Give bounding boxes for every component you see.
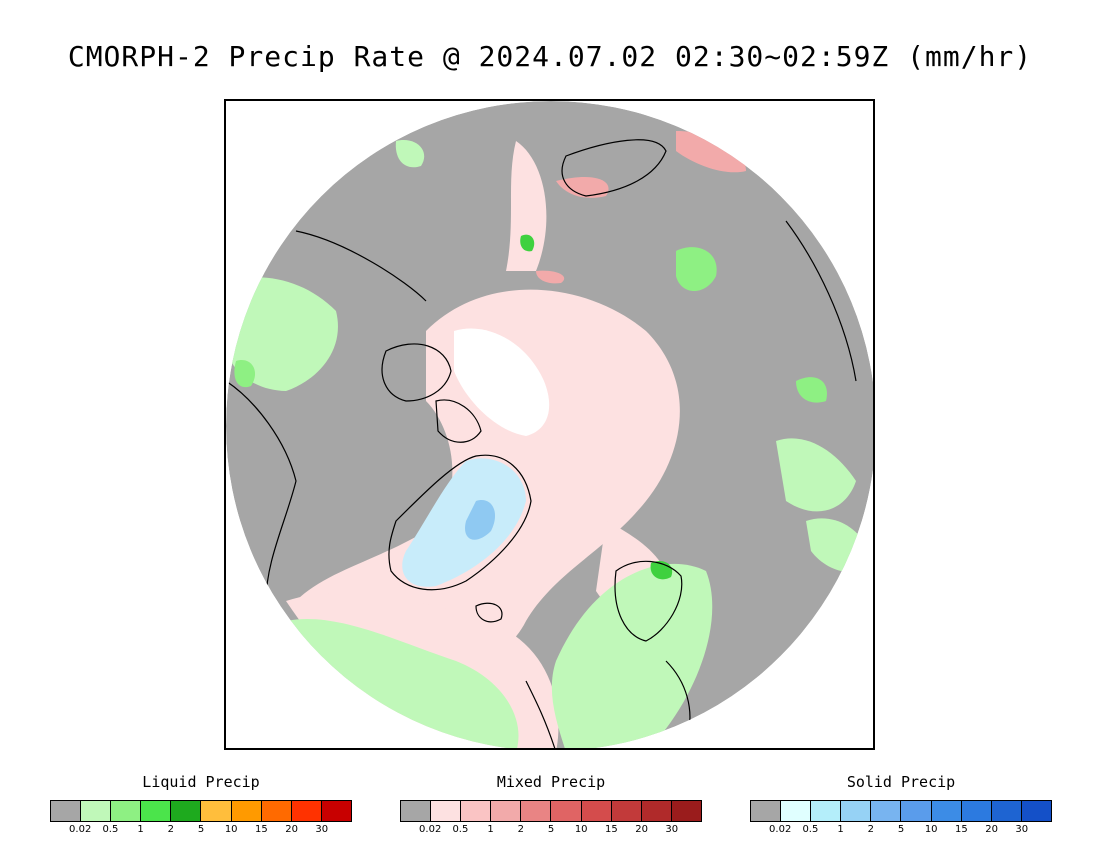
liquid-precip-area: [776, 438, 856, 512]
legend-swatch: [461, 801, 492, 821]
legend-swatch: [261, 801, 292, 821]
solid-precip-heavy: [465, 500, 496, 540]
legend-swatch: [901, 801, 932, 821]
legend-swatch: [171, 801, 202, 821]
legend-swatch: [51, 801, 82, 821]
map-title: CMORPH-2 Precip Rate @ 2024.07.02 02:30~…: [67, 40, 1033, 73]
legend-tick-label: 2: [167, 824, 174, 835]
legend-tick-label: 15: [955, 824, 968, 835]
legend-color-bar: [50, 800, 352, 822]
legend-tick-label: 5: [547, 824, 555, 835]
legend-tick-label: 30: [315, 824, 329, 835]
solid-precip-area: [402, 458, 526, 587]
legend-ticks: 0.02 0.5 1 2 5 10 15 20 30: [750, 822, 1052, 836]
legend-swatch: [111, 801, 142, 821]
legend-swatch: [201, 801, 232, 821]
legend-tick-label: 1: [837, 824, 844, 835]
legend-swatch: [991, 801, 1022, 821]
legend-liquid: Liquid Precip 0.02 0.5 1 2 5 10 15 20 30: [50, 772, 352, 836]
legend-swatch: [291, 801, 322, 821]
legend-tick-label: 1: [487, 824, 494, 835]
legend-swatch: [751, 801, 782, 821]
liquid-precip-area: [226, 277, 338, 391]
legend-tick-label: 10: [574, 824, 588, 835]
legend-tick-label: 30: [1015, 824, 1029, 835]
legend-tick-label: 0.02: [69, 824, 92, 835]
map-frame: [224, 99, 875, 750]
legend-swatch: [781, 801, 812, 821]
legend-tick-label: 10: [924, 824, 938, 835]
mixed-precip-area: [506, 141, 547, 271]
legend-color-bar: [400, 800, 702, 822]
mixed-precip-heavy: [676, 131, 746, 173]
liquid-precip-area: [395, 140, 425, 168]
liquid-precip-heavy: [676, 247, 717, 291]
legend-swatch: [81, 801, 112, 821]
legend-tick-label: 5: [197, 824, 205, 835]
legend-mixed: Mixed Precip 0.02 0.5 1 2 5 10 15 20 30: [400, 772, 702, 836]
legend-tick-label: 0.5: [102, 824, 119, 835]
legend-swatch: [841, 801, 872, 821]
legend-swatch: [321, 801, 351, 821]
legend-tick-label: 20: [285, 824, 298, 835]
legend-swatch: [521, 801, 552, 821]
legend-tick-label: 0.5: [452, 824, 469, 835]
legend-swatch: [961, 801, 992, 821]
legend-swatch: [931, 801, 962, 821]
legend-swatch: [871, 801, 902, 821]
legend-tick-label: 0.02: [769, 824, 792, 835]
legend-tick-label: 10: [224, 824, 238, 835]
legend-ticks: 0.02 0.5 1 2 5 10 15 20 30: [400, 822, 702, 836]
legend-swatch: [811, 801, 842, 821]
legend-swatch: [581, 801, 612, 821]
legend-swatch: [431, 801, 462, 821]
legend-swatch: [401, 801, 432, 821]
polar-map: [226, 101, 873, 748]
legend-tick-label: 0.02: [419, 824, 442, 835]
legend-ticks: 0.02 0.5 1 2 5 10 15 20 30: [50, 822, 352, 836]
legend-tick-label: 2: [867, 824, 874, 835]
legend-color-bar: [750, 800, 1052, 822]
legend-swatch: [141, 801, 172, 821]
legend-tick-label: 0.5: [802, 824, 819, 835]
liquid-precip-heavy: [796, 377, 827, 403]
legend-tick-label: 20: [985, 824, 998, 835]
legend-swatch: [671, 801, 701, 821]
legend-tick-label: 1: [137, 824, 144, 835]
coastlines: [226, 139, 857, 748]
legend-swatch: [231, 801, 262, 821]
legend-swatch: [641, 801, 672, 821]
mixed-precip-heavy: [556, 176, 609, 198]
legend-swatch: [551, 801, 582, 821]
legend-tick-label: 30: [665, 824, 679, 835]
legend-tick-label: 5: [897, 824, 905, 835]
legend-title: Mixed Precip: [496, 773, 606, 791]
ice-core: [454, 328, 550, 436]
legend-tick-label: 15: [605, 824, 618, 835]
legend-title: Solid Precip: [846, 773, 956, 791]
legend-solid: Solid Precip 0.02 0.5 1 2 5 10 15 20 30: [750, 772, 1052, 836]
legend-title: Liquid Precip: [142, 773, 260, 791]
legend-swatch: [1021, 801, 1051, 821]
legend-tick-label: 2: [517, 824, 524, 835]
liquid-precip-core: [520, 234, 535, 252]
legend-swatch: [491, 801, 522, 821]
mixed-precip-heavy: [536, 270, 565, 284]
liquid-precip-heavy: [234, 360, 256, 388]
legend-swatch: [611, 801, 642, 821]
liquid-precip-area: [551, 564, 713, 748]
legend-tick-label: 15: [255, 824, 268, 835]
legend-tick-label: 20: [635, 824, 648, 835]
